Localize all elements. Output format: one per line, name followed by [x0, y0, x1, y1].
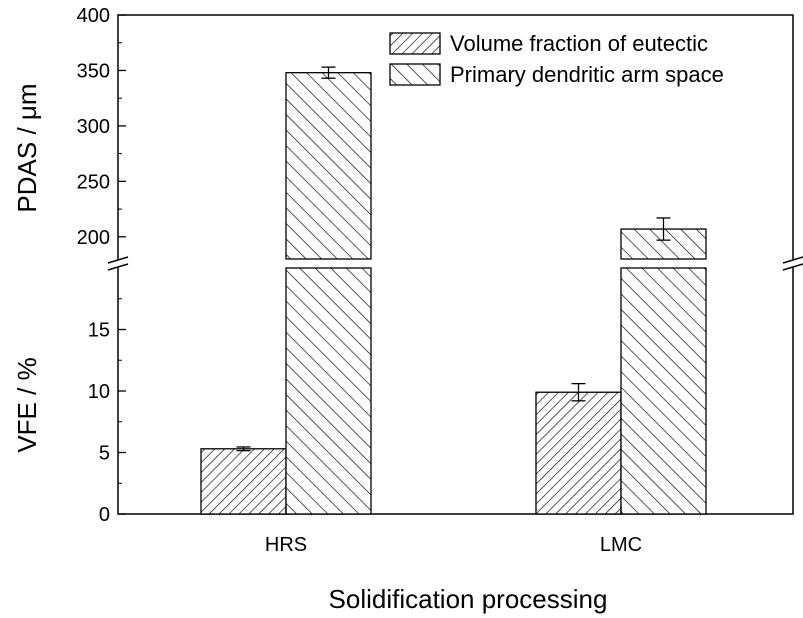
lower-tick-label: 10: [88, 381, 110, 403]
bar-break-gap: [618, 260, 709, 267]
legend-swatch-1: [389, 32, 441, 55]
bar-break-gap: [283, 260, 374, 267]
upper-y-axis-title: PDAS / μm: [12, 83, 42, 212]
category-label-hrs: HRS: [265, 534, 307, 556]
break-gap: [108, 260, 128, 267]
bar-vfe-lmc: [535, 391, 622, 515]
axis-break-marks: [107, 256, 803, 271]
bar-vfe-hrs: [200, 448, 287, 515]
break-mark: [107, 256, 129, 264]
upper-tick-label: 200: [77, 227, 110, 249]
category-label-lmc: LMC: [600, 534, 642, 556]
break-gap: [783, 260, 803, 267]
lower-tick-label: 15: [88, 320, 110, 342]
bar-pdas-lower-hrs: [285, 267, 372, 515]
x-axis-title: Solidification processing: [329, 584, 608, 614]
break-mark: [107, 263, 129, 271]
upper-tick-label: 400: [77, 5, 110, 27]
legend-swatch-2: [389, 63, 441, 86]
break-mark: [782, 256, 803, 264]
upper-tick-label: 300: [77, 116, 110, 138]
upper-tick-label: 250: [77, 171, 110, 193]
lower-axis-ticks: 0 5 10 15: [88, 298, 126, 526]
legend: Volume fraction of eutectic Primary dendr…: [389, 31, 724, 87]
upper-tick-label: 350: [77, 60, 110, 82]
category-labels: HRS LMC: [265, 506, 642, 556]
bars: [200, 72, 707, 515]
legend-label-2: Primary dendritic arm space: [450, 62, 724, 87]
upper-axis-ticks: 200 250 300 350 400: [77, 5, 126, 249]
lower-tick-label: 0: [99, 504, 110, 526]
bar-pdas-lower-lmc: [620, 267, 707, 515]
error-bars: [236, 66, 671, 452]
break-mark: [782, 263, 803, 271]
lower-y-axis-title: VFE / %: [12, 357, 42, 452]
bar-pdas-upper-hrs: [285, 72, 372, 260]
legend-label-1: Volume fraction of eutectic: [450, 31, 708, 56]
lower-tick-label: 5: [99, 443, 110, 465]
